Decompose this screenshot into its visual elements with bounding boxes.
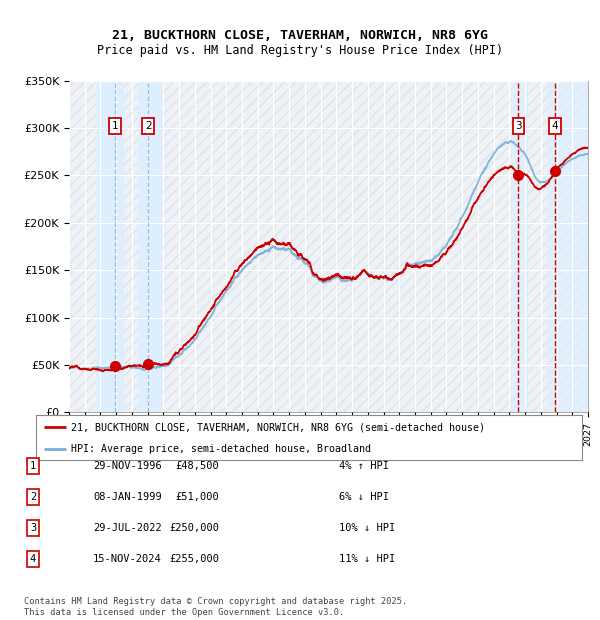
Text: 11% ↓ HPI: 11% ↓ HPI	[339, 554, 395, 564]
Bar	[138, 81, 162, 412]
Bar	[511, 81, 528, 412]
Text: 3: 3	[30, 523, 36, 533]
Text: 29-JUL-2022: 29-JUL-2022	[93, 523, 162, 533]
Text: £255,000: £255,000	[169, 554, 219, 564]
Text: 15-NOV-2024: 15-NOV-2024	[93, 554, 162, 564]
Text: 21, BUCKTHORN CLOSE, TAVERHAM, NORWICH, NR8 6YG: 21, BUCKTHORN CLOSE, TAVERHAM, NORWICH, …	[112, 30, 488, 42]
Text: £48,500: £48,500	[175, 461, 219, 471]
Text: £51,000: £51,000	[175, 492, 219, 502]
Text: 21, BUCKTHORN CLOSE, TAVERHAM, NORWICH, NR8 6YG (semi-detached house): 21, BUCKTHORN CLOSE, TAVERHAM, NORWICH, …	[71, 422, 485, 433]
Text: 4% ↑ HPI: 4% ↑ HPI	[339, 461, 389, 471]
Text: HPI: Average price, semi-detached house, Broadland: HPI: Average price, semi-detached house,…	[71, 444, 371, 454]
Text: 08-JAN-1999: 08-JAN-1999	[93, 492, 162, 502]
Text: Contains HM Land Registry data © Crown copyright and database right 2025.
This d: Contains HM Land Registry data © Crown c…	[24, 598, 407, 617]
Text: 1: 1	[30, 461, 36, 471]
Text: 29-NOV-1996: 29-NOV-1996	[93, 461, 162, 471]
Text: 2: 2	[30, 492, 36, 502]
Text: 4: 4	[551, 121, 558, 131]
Text: 1: 1	[112, 121, 118, 131]
Text: 6% ↓ HPI: 6% ↓ HPI	[339, 492, 389, 502]
Bar	[96, 81, 124, 412]
Bar	[547, 81, 588, 412]
Text: Price paid vs. HM Land Registry's House Price Index (HPI): Price paid vs. HM Land Registry's House …	[97, 45, 503, 57]
Text: £250,000: £250,000	[169, 523, 219, 533]
Text: 2: 2	[145, 121, 151, 131]
Text: 3: 3	[515, 121, 522, 131]
Text: 10% ↓ HPI: 10% ↓ HPI	[339, 523, 395, 533]
Text: 4: 4	[30, 554, 36, 564]
